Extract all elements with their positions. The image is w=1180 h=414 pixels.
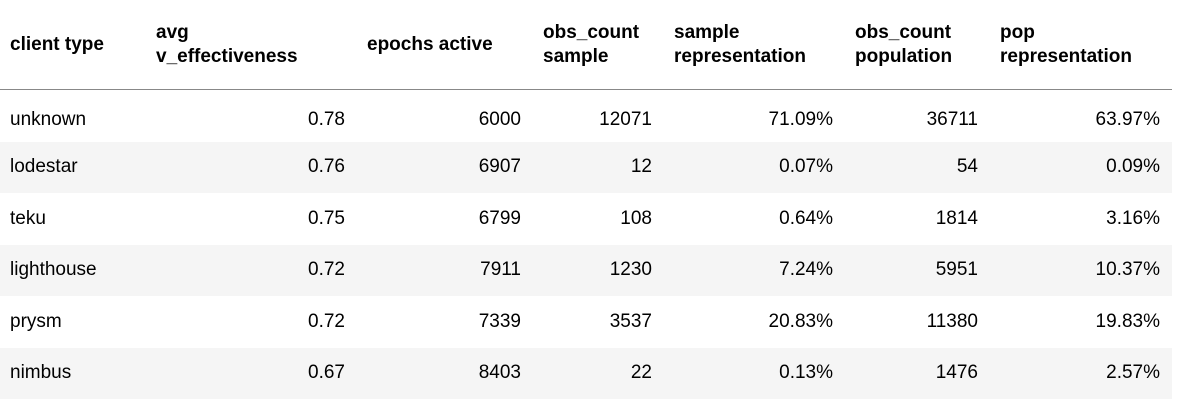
column-header: client type bbox=[0, 0, 146, 90]
cell: 0.72 bbox=[308, 310, 345, 332]
column-header: pop representation bbox=[990, 0, 1172, 90]
cell: 22 bbox=[630, 362, 652, 384]
cell: 0.09% bbox=[1106, 156, 1160, 178]
cell: 8403 bbox=[478, 362, 521, 384]
cell: 1814 bbox=[935, 207, 978, 229]
table-header: client type avg v_effectiveness epochs acti… bbox=[0, 0, 1172, 90]
header-line: pop bbox=[1000, 21, 1035, 43]
cell: 7911 bbox=[480, 259, 521, 281]
cell: 5951 bbox=[935, 259, 978, 281]
column-header: obs_count sample bbox=[533, 0, 664, 90]
header-line: avg bbox=[156, 21, 189, 43]
cell: 19.83% bbox=[1095, 310, 1160, 332]
cell: 12071 bbox=[599, 108, 652, 130]
row-label: unknown bbox=[10, 108, 87, 130]
column-header: sample representation bbox=[664, 0, 845, 90]
table-row: lodestar 0.76 6907 12 0.07% 54 0.09% bbox=[0, 141, 1172, 193]
data-table: client type avg v_effectiveness epochs acti… bbox=[0, 0, 1172, 399]
header-line: representation bbox=[1000, 45, 1132, 67]
cell: 108 bbox=[620, 207, 652, 229]
table-row: nimbus 0.67 8403 22 0.13% 1476 2.57% bbox=[0, 347, 1172, 399]
cell: 0.76 bbox=[308, 156, 345, 178]
row-label: teku bbox=[10, 207, 46, 229]
row-label: prysm bbox=[10, 310, 62, 332]
cell: 0.78 bbox=[308, 108, 345, 130]
table-row: lighthouse 0.72 7911 1230 7.24% 5951 10.37% bbox=[0, 244, 1172, 296]
cell: 0.75 bbox=[308, 207, 345, 229]
cell: 0.07% bbox=[779, 156, 833, 178]
cell: 6907 bbox=[478, 156, 521, 178]
cell: 0.13% bbox=[779, 362, 833, 384]
cell: 10.37% bbox=[1095, 259, 1160, 281]
header-row: client type avg v_effectiveness epochs acti… bbox=[0, 0, 1172, 90]
header-line: representation bbox=[674, 45, 806, 67]
cell: 0.67 bbox=[308, 362, 345, 384]
header-line: epochs active bbox=[367, 33, 493, 55]
row-label: lodestar bbox=[10, 156, 78, 178]
cell: 71.09% bbox=[768, 108, 833, 130]
cell: 1230 bbox=[609, 259, 652, 281]
row-label: nimbus bbox=[10, 362, 72, 384]
column-header: epochs active bbox=[357, 0, 533, 90]
cell: 20.83% bbox=[768, 310, 833, 332]
table-row: teku 0.75 6799 108 0.64% 1814 3.16% bbox=[0, 193, 1172, 245]
cell: 2.57% bbox=[1106, 362, 1160, 384]
header-line: obs_count bbox=[855, 21, 952, 43]
header-line: sample bbox=[674, 21, 740, 43]
cell: 12 bbox=[630, 156, 652, 178]
cell: 0.64% bbox=[779, 207, 833, 229]
cell: 6000 bbox=[478, 108, 521, 130]
header-line: population bbox=[855, 45, 953, 67]
column-header: avg v_effectiveness bbox=[146, 0, 357, 90]
cell: 36711 bbox=[926, 108, 978, 130]
cell: 54 bbox=[956, 156, 978, 178]
cell: 3537 bbox=[609, 310, 652, 332]
header-line: obs_count bbox=[543, 21, 640, 43]
cell: 7.24% bbox=[779, 259, 833, 281]
cell: 11380 bbox=[926, 310, 978, 332]
header-line: sample bbox=[543, 45, 609, 67]
cell: 0.72 bbox=[308, 259, 345, 281]
header-line: client type bbox=[10, 33, 104, 55]
cell: 3.16% bbox=[1106, 207, 1160, 229]
cell: 1476 bbox=[935, 362, 978, 384]
header-line: v_effectiveness bbox=[156, 45, 298, 67]
cell: 6799 bbox=[478, 207, 521, 229]
row-label: lighthouse bbox=[10, 259, 97, 281]
cell: 7339 bbox=[478, 310, 521, 332]
cell: 63.97% bbox=[1095, 108, 1160, 130]
table-body: unknown 0.78 6000 12071 71.09% 36711 63.97% lod… bbox=[0, 90, 1172, 399]
table-row: unknown 0.78 6000 12071 71.09% 36711 63.97% bbox=[0, 90, 1172, 142]
table-row: prysm 0.72 7339 3537 20.83% 11380 19.83% bbox=[0, 296, 1172, 348]
column-header: obs_count population bbox=[845, 0, 990, 90]
